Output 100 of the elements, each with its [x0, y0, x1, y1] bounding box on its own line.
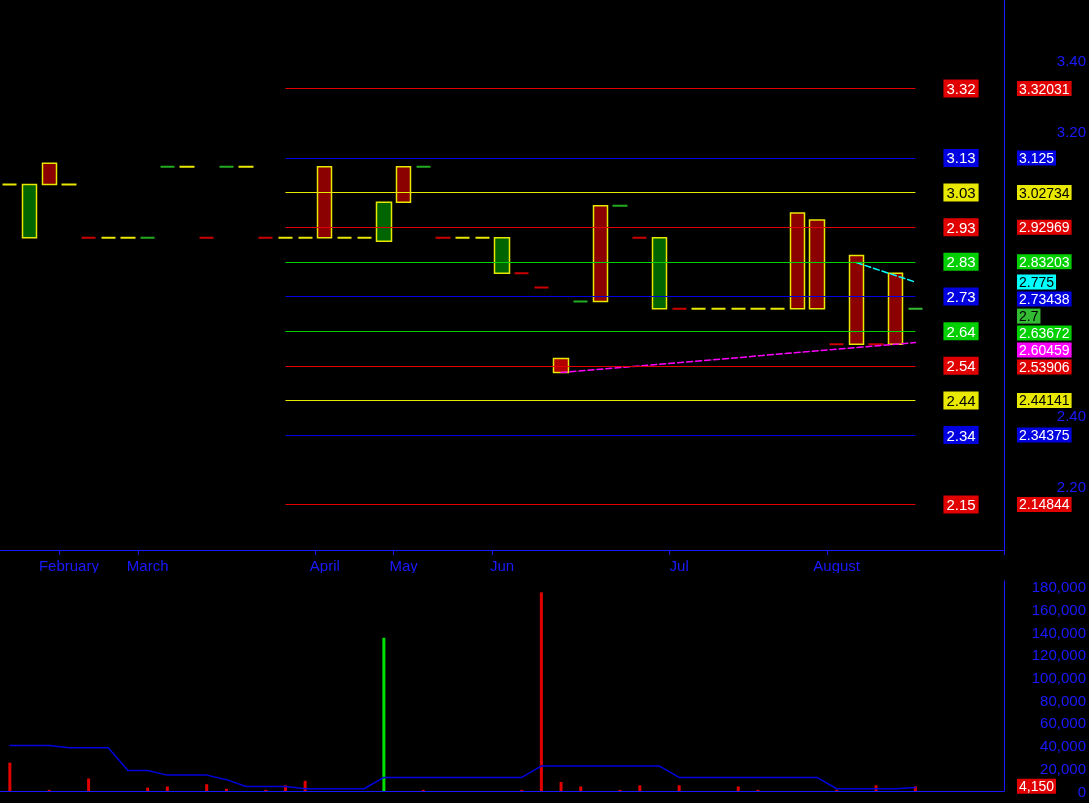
candlestick	[907, 307, 924, 310]
candlestick	[572, 300, 589, 303]
ref-line-label: 3.32	[946, 80, 976, 98]
y-tick-label: 140,000	[1031, 623, 1086, 641]
text: 4,150	[1019, 778, 1055, 795]
candlestick	[139, 236, 156, 239]
ref-line-label: 2.34	[946, 426, 976, 444]
candlestick	[808, 219, 826, 310]
candlestick	[789, 212, 806, 310]
bar	[205, 784, 209, 791]
y-tick-label: 80,000	[1040, 691, 1086, 709]
candlestick	[474, 236, 491, 239]
candlestick	[218, 165, 235, 168]
bar	[736, 786, 740, 791]
line-series	[9, 744, 917, 790]
candlestick	[237, 165, 255, 168]
candlestick	[651, 236, 668, 310]
bar	[677, 785, 681, 791]
candlestick	[336, 236, 353, 239]
candlestick	[277, 236, 294, 239]
candlestick	[730, 307, 747, 310]
ref-line-label: 2.54	[946, 357, 976, 375]
bar	[638, 785, 642, 791]
text: 2.44141	[1019, 392, 1070, 409]
candlestick	[631, 236, 648, 239]
bar	[539, 592, 543, 791]
ref-line-label: 2.83	[946, 253, 976, 271]
candlestick	[611, 204, 629, 207]
candlestick	[867, 343, 885, 346]
bar	[87, 778, 91, 791]
x-tick-label: Jun	[489, 557, 515, 574]
candlestick	[60, 183, 78, 186]
candlestick	[80, 236, 97, 239]
candlestick	[21, 183, 38, 239]
y-tick-label: 3.20	[1056, 122, 1086, 140]
ref-line-label: 2.73	[946, 288, 976, 306]
x-tick-label: March	[126, 557, 169, 574]
text: 2.53906	[1019, 359, 1070, 376]
text: 3.125	[1019, 149, 1055, 166]
candlestick	[828, 343, 845, 346]
candlestick	[257, 236, 274, 239]
candlestick	[375, 201, 393, 243]
text: 2.60459	[1019, 342, 1070, 359]
candlestick	[513, 272, 530, 275]
text: 2.83203	[1019, 253, 1070, 270]
bar	[579, 786, 583, 791]
bar	[559, 781, 563, 791]
candlestick	[1, 183, 18, 186]
candlestick	[41, 162, 58, 186]
text: 2.775	[1019, 274, 1055, 291]
text: 3.02734	[1019, 184, 1070, 201]
candlestick	[100, 236, 117, 239]
y-tick-label: 160,000	[1031, 600, 1086, 618]
bar	[8, 762, 12, 791]
candlestick	[493, 236, 511, 274]
y-tick-label: 2.40	[1056, 406, 1086, 424]
bar	[382, 637, 386, 791]
bar	[146, 787, 150, 791]
y-tick-label: 40,000	[1040, 737, 1086, 755]
y-tick-label: 120,000	[1031, 646, 1086, 664]
candlestick	[198, 236, 215, 239]
bar	[165, 786, 169, 791]
y-tick-label: 20,000	[1040, 759, 1086, 777]
candlestick	[178, 165, 196, 168]
candlestick	[159, 165, 176, 168]
ref-line-label: 2.64	[946, 322, 976, 340]
text: 2.34375	[1019, 427, 1070, 444]
candlestick	[454, 236, 471, 239]
candlestick	[592, 205, 609, 303]
text: 2.14844	[1019, 496, 1070, 513]
candlestick	[356, 236, 373, 239]
candlestick	[119, 236, 137, 239]
candlestick	[690, 307, 707, 310]
text: 2.73438	[1019, 291, 1070, 308]
candlestick	[671, 307, 688, 310]
candlestick	[297, 236, 314, 239]
text: 3.32031	[1019, 80, 1070, 97]
text: 2.7	[1019, 308, 1039, 325]
candlestick	[415, 165, 432, 168]
y-tick-label: 60,000	[1040, 714, 1086, 732]
ref-line-label: 2.44	[946, 391, 976, 409]
text: 2.63672	[1019, 325, 1070, 342]
y-tick-label: 100,000	[1031, 668, 1086, 686]
y-tick-label: 2.20	[1056, 477, 1086, 495]
ref-line-label: 3.03	[946, 184, 976, 202]
candlestick	[848, 254, 865, 345]
ref-line-label: 2.93	[946, 218, 976, 236]
y-tick-label: 180,000	[1031, 578, 1086, 596]
y-tick-label: 3.40	[1056, 51, 1086, 69]
x-tick-label: Jul	[669, 557, 689, 574]
candlestick	[434, 236, 452, 239]
candlestick	[769, 307, 786, 310]
candlestick	[710, 307, 727, 310]
text: 2.92969	[1019, 219, 1070, 236]
candlestick	[533, 286, 550, 289]
ref-line-label: 3.13	[946, 149, 976, 167]
ref-line-label: 2.15	[946, 495, 976, 513]
candlestick	[749, 307, 767, 310]
candlestick	[887, 272, 904, 345]
y-tick-label: 0	[1077, 782, 1086, 800]
